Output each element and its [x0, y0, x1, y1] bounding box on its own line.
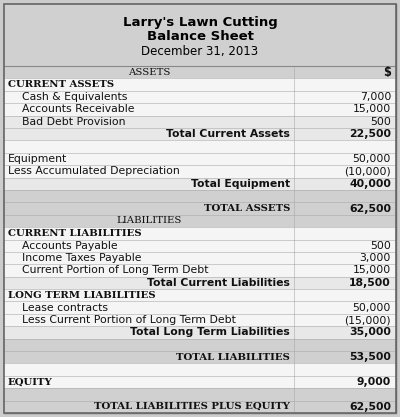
Text: CURRENT LIABILITIES: CURRENT LIABILITIES [8, 229, 142, 238]
Text: Less Current Portion of Long Term Debt: Less Current Portion of Long Term Debt [22, 315, 236, 325]
Bar [4, 364, 396, 376]
Text: Accounts Receivable: Accounts Receivable [22, 104, 134, 114]
Bar [4, 264, 396, 276]
Bar [4, 190, 396, 202]
Text: 500: 500 [370, 117, 391, 127]
Text: 7,000: 7,000 [360, 92, 391, 102]
Text: Current Portion of Long Term Debt: Current Portion of Long Term Debt [22, 266, 208, 276]
Text: 22,500: 22,500 [349, 129, 391, 139]
Bar [4, 326, 396, 339]
Bar [4, 301, 396, 314]
Text: Bad Debt Provision: Bad Debt Provision [22, 117, 126, 127]
Text: Total Current Assets: Total Current Assets [166, 129, 290, 139]
Bar [4, 165, 396, 178]
Bar [4, 276, 396, 289]
Bar [4, 215, 396, 227]
Text: Equipment: Equipment [8, 154, 67, 164]
Text: Total Equipment: Total Equipment [191, 179, 290, 189]
Bar [4, 202, 396, 215]
Text: Total Long Term Liabilities: Total Long Term Liabilities [130, 327, 290, 337]
Text: 62,500: 62,500 [349, 402, 391, 412]
Text: TOTAL LIABILITIES: TOTAL LIABILITIES [176, 353, 290, 362]
Text: Less Accumulated Depreciation: Less Accumulated Depreciation [8, 166, 180, 176]
Text: (15,000): (15,000) [344, 315, 391, 325]
Bar [4, 141, 396, 153]
Text: 50,000: 50,000 [353, 303, 391, 313]
Text: December 31, 2013: December 31, 2013 [142, 45, 258, 58]
Text: 9,000: 9,000 [357, 377, 391, 387]
Text: Larry's Lawn Cutting: Larry's Lawn Cutting [123, 16, 277, 29]
Text: 62,500: 62,500 [349, 203, 391, 214]
Bar [4, 178, 396, 190]
Text: LONG TERM LIABILITIES: LONG TERM LIABILITIES [8, 291, 156, 300]
Text: Balance Sheet: Balance Sheet [146, 30, 254, 43]
Bar [4, 289, 396, 301]
Text: Total Current Liabilities: Total Current Liabilities [147, 278, 290, 288]
Text: Accounts Payable: Accounts Payable [22, 241, 118, 251]
Text: (10,000): (10,000) [344, 166, 391, 176]
Bar [4, 153, 396, 165]
Text: Cash & Equivalents: Cash & Equivalents [22, 92, 127, 102]
Text: 18,500: 18,500 [349, 278, 391, 288]
Text: TOTAL ASSETS: TOTAL ASSETS [204, 204, 290, 213]
Text: 50,000: 50,000 [353, 154, 391, 164]
Bar [4, 376, 396, 388]
Bar [4, 339, 396, 351]
Bar [4, 314, 396, 326]
Bar [4, 66, 396, 78]
Text: Lease contracts: Lease contracts [22, 303, 108, 313]
Bar [4, 401, 396, 413]
Text: 35,000: 35,000 [349, 327, 391, 337]
Bar [4, 351, 396, 364]
Text: TOTAL LIABILITIES PLUS EQUITY: TOTAL LIABILITIES PLUS EQUITY [94, 402, 290, 411]
Text: CURRENT ASSETS: CURRENT ASSETS [8, 80, 114, 89]
Text: Income Taxes Payable: Income Taxes Payable [22, 253, 142, 263]
Bar [4, 116, 396, 128]
Bar [4, 128, 396, 141]
Text: 3,000: 3,000 [360, 253, 391, 263]
Text: 40,000: 40,000 [349, 179, 391, 189]
Bar [4, 388, 396, 401]
Text: 15,000: 15,000 [353, 104, 391, 114]
Text: 500: 500 [370, 241, 391, 251]
Text: LIABILITIES: LIABILITIES [116, 216, 182, 226]
Text: EQUITY: EQUITY [8, 377, 53, 387]
Bar [4, 4, 396, 66]
Text: 15,000: 15,000 [353, 266, 391, 276]
Bar [4, 78, 396, 91]
Bar [4, 103, 396, 116]
Text: $: $ [383, 66, 391, 79]
Bar [4, 91, 396, 103]
Text: 53,500: 53,500 [349, 352, 391, 362]
Bar [4, 239, 396, 252]
Bar [4, 252, 396, 264]
Text: ASSETS: ASSETS [128, 68, 170, 77]
Bar [4, 227, 396, 239]
